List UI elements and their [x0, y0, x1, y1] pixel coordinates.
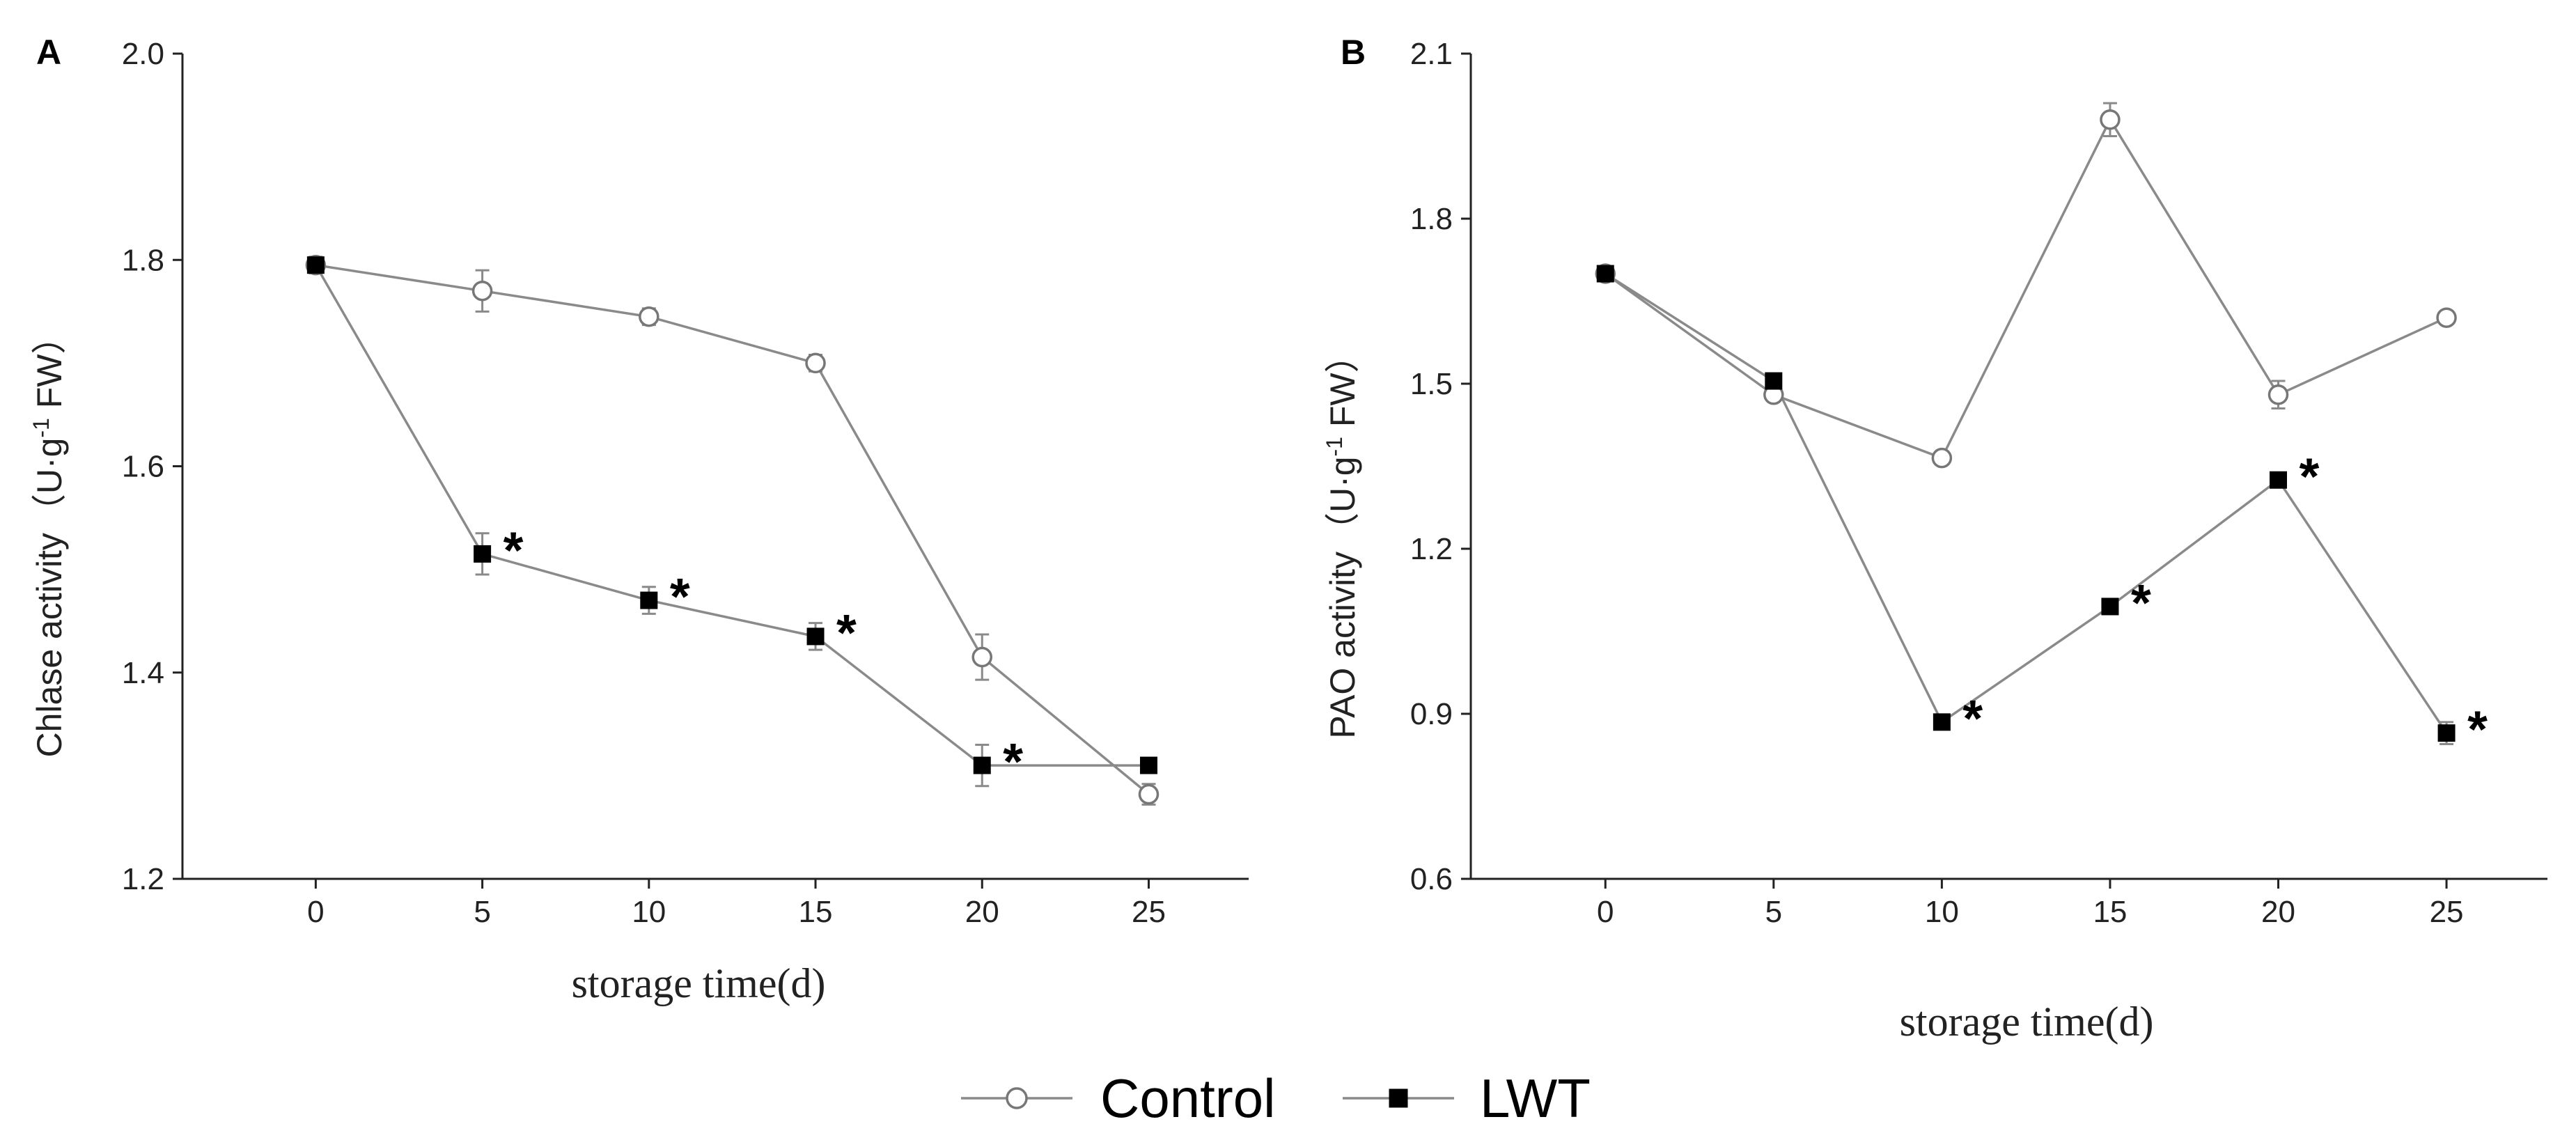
panel-b-x-tick-label: 0 — [1597, 895, 1614, 929]
legend-control-marker — [1006, 1087, 1028, 1109]
panel-b-significance-star: * — [2467, 701, 2488, 758]
panel-b-y-tick-label: 0.9 — [1410, 697, 1453, 731]
legend: Control LWT — [961, 1068, 1591, 1129]
panel-b-x-tick-label: 15 — [2093, 895, 2127, 929]
panel-a-control-line — [315, 263, 1150, 795]
panel-b-control-point — [2100, 109, 2121, 130]
panel-b-plot-area: 0.6 0.9 1.2 1.5 1.8 2.1 0 5 10 15 20 25 * * * * — [1410, 37, 2547, 929]
panel-b-x-tick-label: 5 — [1765, 895, 1782, 929]
panel-a-y-tick-label: 2.0 — [122, 37, 164, 71]
panel-a-x-tick-label: 15 — [799, 895, 833, 929]
panel-a-lwt-point — [806, 627, 825, 646]
panel-b-significance-star: * — [2300, 447, 2320, 505]
panel-a-significance-star: * — [836, 604, 857, 662]
panel-a-lwt-point — [1139, 756, 1157, 774]
panel-a-lwt-point — [306, 256, 325, 274]
panel-b-lwt-point — [2270, 471, 2287, 489]
panel-b-significance-star: * — [1962, 689, 1983, 747]
panel-b-y-tick-label: 2.1 — [1410, 37, 1453, 71]
panel-b-control-line — [1605, 117, 2447, 460]
panel-b-lwt-point — [2101, 598, 2119, 616]
panel-b-letter: B — [1341, 33, 1366, 72]
panel-a-x-tick-label: 0 — [307, 895, 324, 929]
panel-b-y-tick-label: 1.2 — [1410, 532, 1453, 566]
panel-b-lwt-line — [1605, 272, 2448, 734]
chart-panel-a: A Chlase activity（U·g-1 FW） storage time… — [29, 33, 1249, 1006]
panel-b-lwt-point — [1933, 713, 1951, 731]
legend-lwt-marker — [1389, 1088, 1408, 1108]
panel-a-y-tick-label: 1.8 — [122, 243, 164, 277]
panel-b-lwt-point — [1596, 265, 1614, 283]
panel-a-x-tick-label: 25 — [1132, 895, 1166, 929]
panel-a-significance-star: * — [504, 521, 524, 579]
panel-b-significance-star: * — [2131, 574, 2151, 632]
chart-panel-b: B PAO activity（U·g-1 FW） storage time(d)… — [1322, 33, 2547, 1045]
panel-b-y-tick-label: 1.8 — [1410, 202, 1453, 236]
panel-b-y-tick-label: 0.6 — [1410, 862, 1453, 896]
panel-a-xlabel: storage time(d) — [572, 960, 826, 1006]
legend-lwt-label: LWT — [1480, 1068, 1591, 1129]
panel-a-y-tick-label: 1.2 — [122, 862, 164, 896]
panel-a-ylabel: Chlase activity（U·g-1 FW） — [29, 319, 69, 757]
panel-b-x-tick-label: 20 — [2261, 895, 2295, 929]
panel-b-control-point — [1931, 447, 1953, 469]
panel-a-control-point — [971, 646, 992, 668]
panel-b-y-tick-label: 1.5 — [1410, 367, 1453, 401]
panel-b-control-point — [2267, 384, 2289, 405]
panel-b-ylabel: PAO activity（U·g-1 FW） — [1322, 338, 1362, 738]
panel-a-control-point — [805, 352, 826, 374]
panel-a-control-point — [639, 306, 659, 327]
legend-control-label: Control — [1100, 1068, 1275, 1129]
panel-a-lwt-point — [640, 591, 658, 609]
panel-a-lwt-point — [973, 756, 991, 774]
panel-b-lwt-point — [1765, 372, 1783, 390]
panel-a-lwt-point — [474, 545, 492, 563]
panel-b-x-tick-label: 25 — [2430, 895, 2464, 929]
panel-a-letter: A — [36, 33, 61, 72]
panel-a-x-tick-label: 20 — [965, 895, 999, 929]
panel-b-x-tick-label: 10 — [1925, 895, 1959, 929]
panel-a-control-point — [471, 280, 493, 302]
panel-a-significance-star: * — [1003, 733, 1023, 790]
panel-b-lwt-point — [2437, 724, 2456, 742]
panel-a-y-tick-label: 1.4 — [122, 656, 164, 690]
panel-b-control-point — [2436, 307, 2457, 328]
panel-a-significance-star: * — [670, 568, 690, 625]
panel-a-control-point — [1138, 783, 1160, 805]
panel-a-x-tick-label: 10 — [632, 895, 666, 929]
panel-a-x-tick-label: 5 — [474, 895, 490, 929]
panel-a-lwt-line — [314, 264, 1149, 767]
panel-a-y-tick-label: 1.6 — [122, 450, 164, 484]
panel-b-xlabel: storage time(d) — [1900, 999, 2154, 1045]
panel-a-plot-area: 1.2 1.4 1.6 1.8 2.0 0 5 10 15 20 25 * * * * — [122, 37, 1249, 929]
